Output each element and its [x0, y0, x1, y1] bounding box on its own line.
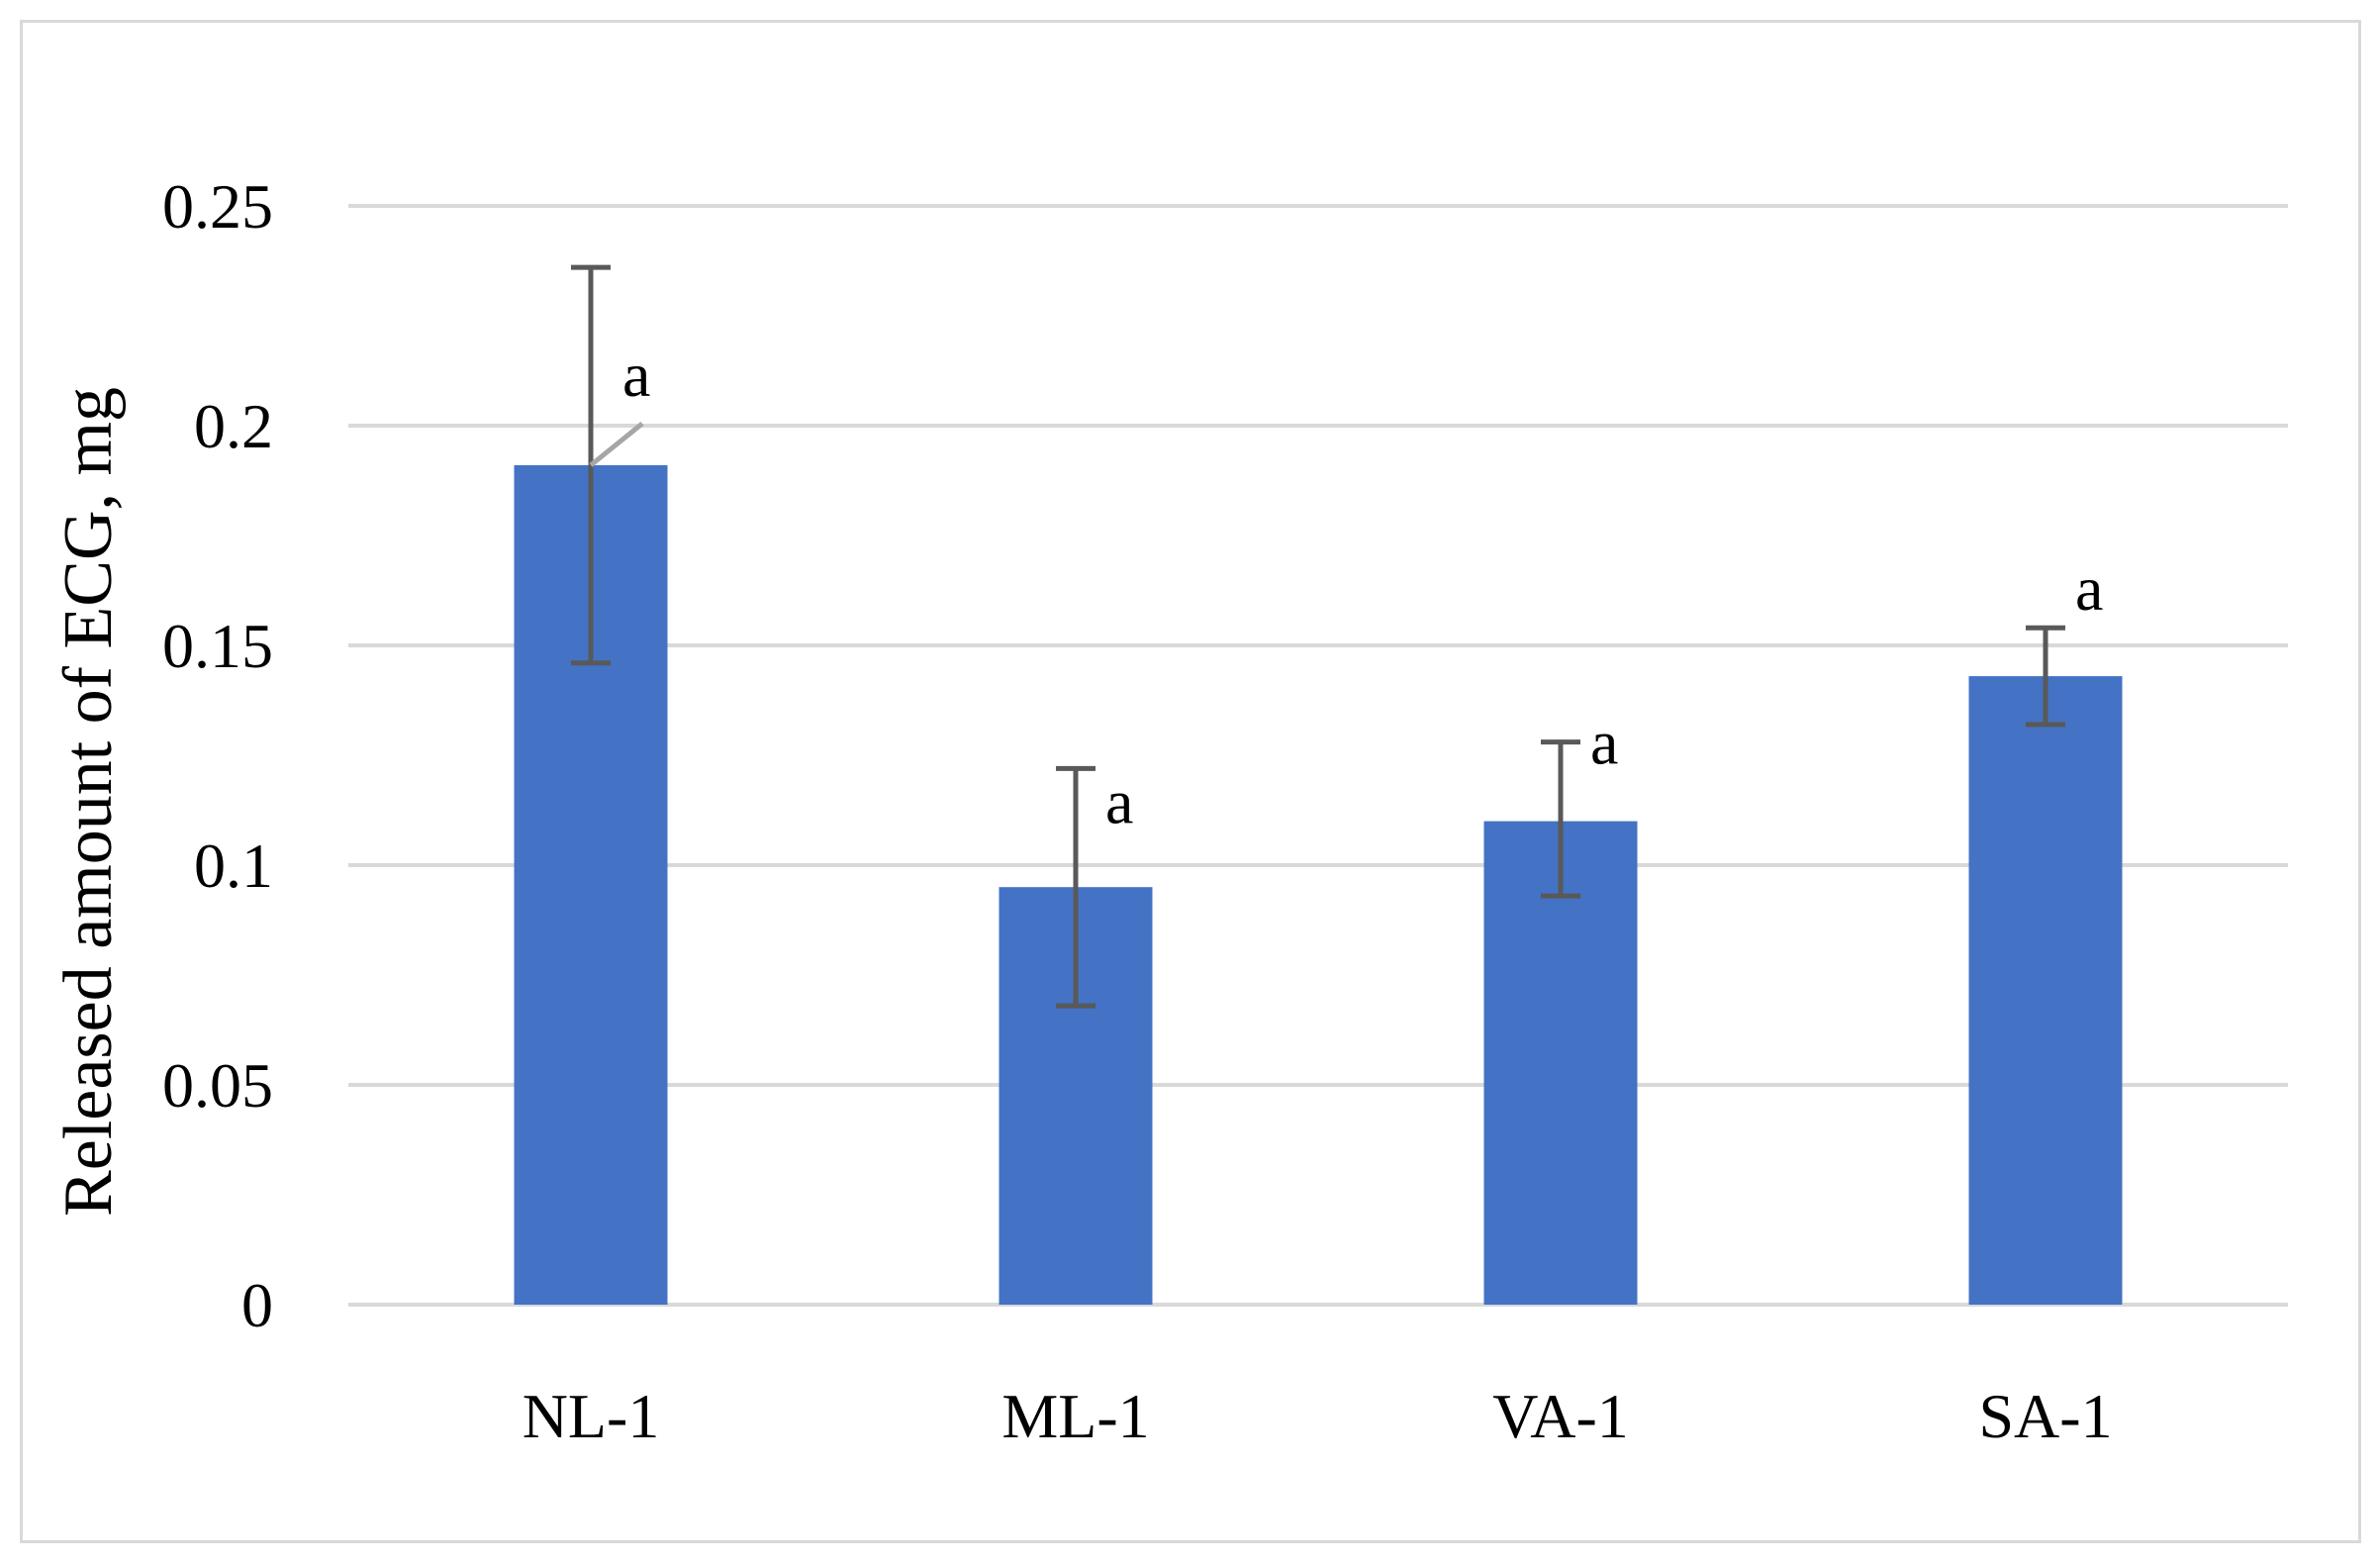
y-axis-ticks: 0 0.05 0.1 0.15 0.2 0.25 — [162, 171, 273, 1340]
error-bars — [571, 264, 2065, 1009]
significance-label: a — [1105, 766, 1133, 836]
significance-label: a — [2075, 553, 2103, 624]
x-tick-label: ML-1 — [1001, 1381, 1149, 1451]
x-tick-label: SA-1 — [1978, 1381, 2112, 1451]
bar — [1483, 821, 1638, 1305]
bar — [1968, 676, 2123, 1305]
y-tick-label: 0.25 — [162, 171, 273, 242]
y-tick-label: 0.2 — [194, 391, 273, 461]
annotation-leader-line — [589, 422, 644, 467]
bars — [514, 464, 2123, 1306]
significance-label: a — [622, 340, 650, 410]
x-axis-ticks: NL-1 ML-1 VA-1 SA-1 — [523, 1381, 2113, 1451]
y-tick-label: 0.15 — [162, 611, 273, 681]
x-tick-label: VA-1 — [1492, 1381, 1629, 1451]
y-tick-label: 0.05 — [162, 1050, 273, 1121]
y-axis-title: Released amount of ECG, mg — [50, 387, 127, 1217]
y-tick-label: 0.1 — [194, 831, 273, 901]
gridlines — [348, 204, 2288, 1307]
significance-labels: a a a a — [589, 340, 2103, 836]
x-tick-label: NL-1 — [523, 1381, 660, 1451]
significance-label: a — [1590, 708, 1618, 778]
y-tick-label: 0 — [241, 1270, 273, 1340]
